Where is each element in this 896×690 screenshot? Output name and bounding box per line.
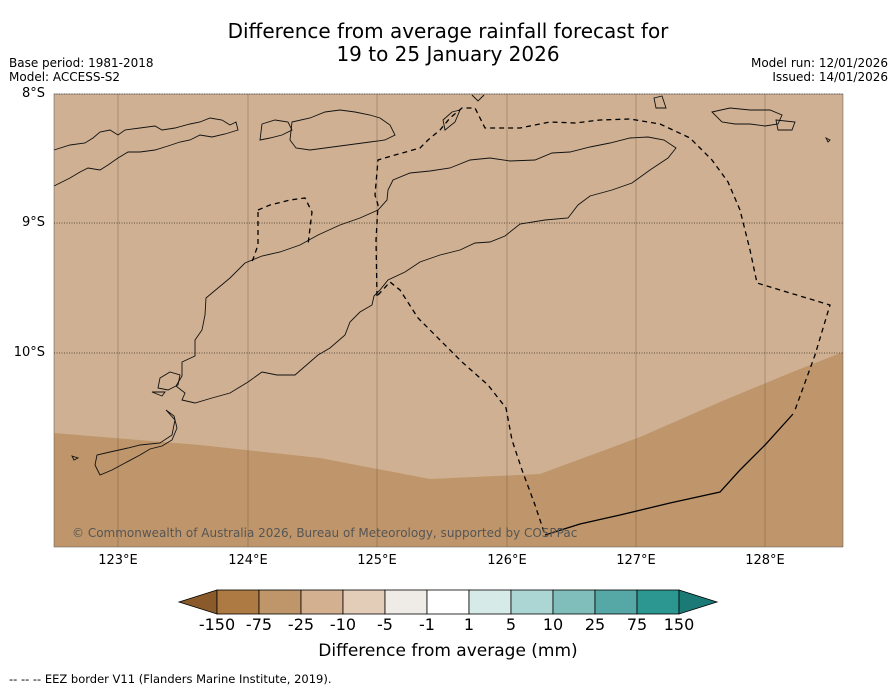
eez-border-main [377, 281, 546, 536]
gridlines [117, 94, 766, 547]
colorbar-swatch [258, 589, 302, 615]
colorbar-tick-label: -150 [198, 615, 236, 634]
meta-right: Model run: 12/01/2026 Issued: 14/01/2026 [751, 56, 888, 84]
model-name: Model: ACCESS-S2 [9, 70, 121, 84]
lat-label-8: 8°S [21, 86, 45, 101]
colorbar-swatch [594, 589, 638, 615]
lon-label-123: 123°E [98, 553, 138, 568]
coastline-islet-2 [711, 107, 783, 127]
lon-label-127: 127°E [616, 553, 656, 568]
issued-date: Issued: 14/01/2026 [772, 70, 888, 84]
eez-border [251, 107, 831, 536]
colorbar-tick-label: 150 [663, 615, 695, 634]
colorbar [177, 589, 719, 615]
colorbar-title: Difference from average (mm) [318, 641, 578, 661]
colorbar-tick-label: 1 [463, 615, 475, 634]
coastline-wetar [289, 109, 396, 151]
coastline-roti [94, 409, 178, 476]
colorbar-tick-label: -25 [287, 615, 315, 634]
colorbar-extend-high [678, 589, 719, 615]
colorbar-swatch [636, 589, 680, 615]
colorbar-tick-label: -5 [377, 615, 393, 634]
lon-label-124: 124°E [228, 553, 268, 568]
coastline-savu [151, 391, 166, 397]
colorbar-tick-label: -10 [329, 615, 357, 634]
colorbar-swatch [426, 589, 470, 615]
map-frame [53, 93, 844, 548]
colorbar-swatch [342, 589, 386, 615]
lat-label-10: 10°S [13, 345, 45, 360]
title-line-2: 19 to 25 January 2026 [336, 42, 560, 66]
meta-left: Base period: 1981-2018 Model: ACCESS-S2 [9, 56, 154, 84]
colorbar-tick-label: 25 [584, 615, 606, 634]
colorbar-tick-label: 10 [542, 615, 564, 634]
coastline-islet-1 [653, 95, 667, 109]
colorbar-swatch [552, 589, 596, 615]
base-period: Base period: 1981-2018 [9, 56, 154, 70]
colorbar-tick-label: -1 [419, 615, 435, 634]
colorbar-tick-label: -75 [245, 615, 273, 634]
colorbar-tick-label: 75 [626, 615, 648, 634]
colorbar-extend-low [177, 589, 218, 615]
title-line-1: Difference from average rainfall forecas… [227, 19, 669, 43]
lon-label-128: 128°E [745, 553, 785, 568]
lat-label-9: 9°S [21, 215, 45, 230]
eez-border-enclave [257, 197, 313, 246]
eez-border-north [374, 107, 831, 411]
coastline-alor [259, 119, 293, 141]
lon-label-125: 125°E [357, 553, 397, 568]
lon-label-126: 126°E [487, 553, 527, 568]
colorbar-swatch [510, 589, 554, 615]
coastline-small-2 [442, 109, 461, 131]
coastline-islet-3 [775, 119, 796, 131]
coastlines [53, 94, 831, 476]
chart-title: Difference from average rainfall forecas… [0, 20, 896, 66]
colorbar-swatch [468, 589, 512, 615]
colorbar-swatch [300, 589, 344, 615]
copyright-notice: © Commonwealth of Australia 2026, Bureau… [72, 526, 578, 540]
eez-footnote: -- -- -- EEZ border V11 (Flanders Marine… [9, 672, 332, 686]
coastline-atauro [471, 94, 485, 102]
colorbar-swatch [384, 589, 428, 615]
colorbar-swatch [216, 589, 260, 615]
eez-border-enclave-2 [251, 212, 259, 263]
eez-border-solid [544, 413, 794, 536]
coastline-flores [53, 117, 239, 187]
coastline-small-island [71, 455, 80, 461]
coastline-islet-4 [824, 136, 831, 143]
coastline-timor [175, 136, 677, 404]
coastline-rote [157, 371, 181, 391]
colorbar-tick-label: 5 [505, 615, 517, 634]
model-run: Model run: 12/01/2026 [750, 56, 888, 70]
dark-band [54, 352, 843, 547]
